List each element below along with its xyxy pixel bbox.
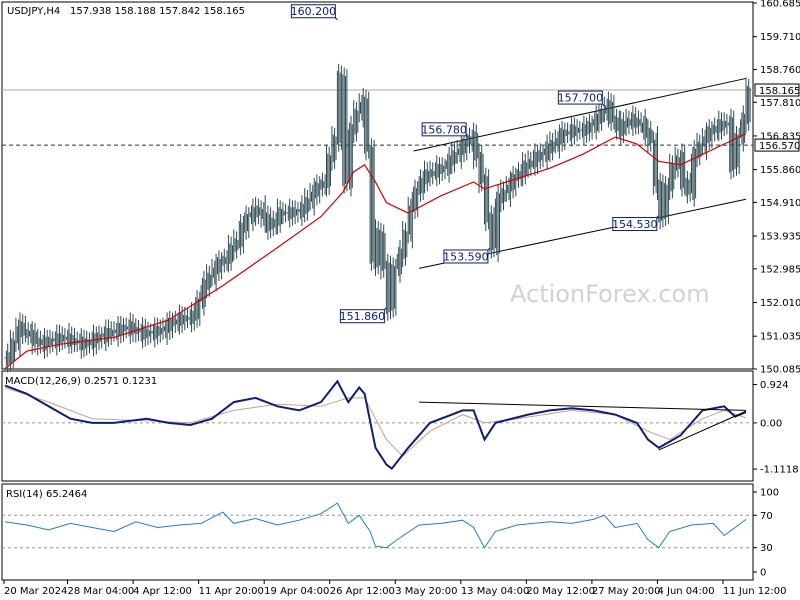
- rsi-tick-label: 0: [760, 568, 766, 579]
- annotation-leader: [335, 17, 338, 21]
- annotation-leader: [384, 307, 387, 311]
- x-tick-label: 11 Jun 12:00: [723, 586, 787, 597]
- watermark: ActionForex.com: [510, 280, 710, 308]
- macd-panel-frame: [1, 370, 754, 482]
- price-tick-label: 151.035: [760, 332, 800, 343]
- x-tick-label: 20 Mar 2024: [4, 586, 67, 597]
- x-tick-label: 27 May 20:00: [592, 586, 661, 597]
- price-layer: 160.200 157.700 156.780 154.530 153.590 151.8…: [2, 4, 753, 373]
- rsi-tick-label: 30: [760, 543, 773, 554]
- current-price-tag-box: [754, 83, 800, 97]
- annotation-label: 156.780: [421, 123, 467, 136]
- annotation-box: [557, 90, 603, 105]
- annotation-label: 151.860: [340, 310, 386, 323]
- x-tick-label: 28 Mar 04:00: [68, 586, 135, 597]
- ref-level-tag-label: 156.570: [759, 141, 800, 152]
- annotation-box: [443, 249, 489, 264]
- current-price-tag-label: 158.165: [759, 86, 800, 97]
- macd-tick-label: -1.1118: [760, 465, 799, 476]
- ohlc-label: 157.938 158.188 157.842 158.165: [70, 6, 245, 17]
- macd-label: MACD(12,26,9) 0.2571 0.1231: [5, 376, 157, 387]
- x-tick-label: 3 May 20:00: [395, 586, 457, 597]
- ref-level-tag: 156.570: [754, 138, 800, 152]
- rsi-layer: [2, 502, 753, 549]
- macd-tick-label: 0.00: [760, 418, 782, 429]
- annotation-leader: [487, 247, 491, 251]
- price-annotation: 156.780: [421, 122, 469, 139]
- macd-layer: [2, 379, 753, 470]
- annotation-leader: [465, 135, 469, 139]
- annotation-label: 160.200: [291, 5, 337, 18]
- price-tick-label: 159.710: [760, 32, 800, 43]
- macd-trendline-upper: [419, 401, 747, 411]
- price-tick-label: 153.935: [760, 232, 800, 243]
- x-tick-label: 19 Apr 04:00: [264, 586, 329, 597]
- rsi-label: RSI(14) 65.2464: [6, 489, 87, 500]
- annotation-box: [421, 122, 467, 137]
- rsi-tick-label: 70: [760, 511, 773, 522]
- price-tick-label: 158.760: [760, 65, 800, 76]
- annotation-box: [290, 4, 336, 19]
- x-tick-label: 13 May 04:00: [461, 586, 530, 597]
- rsi-tick-label: 100: [760, 488, 779, 499]
- price-tick-label: 157.810: [760, 98, 800, 109]
- price-annotation: 151.860: [339, 307, 387, 324]
- annotation-label: 153.590: [443, 250, 489, 263]
- price-annotation: 153.590: [443, 247, 491, 264]
- price-tick-label: 160.685: [760, 0, 800, 10]
- x-tick-label: 20 May 12:00: [526, 586, 595, 597]
- price-tick-label: 150.085: [760, 365, 800, 376]
- price-tick-label: 154.910: [760, 198, 800, 209]
- x-tick-label: 4 Jun 04:00: [657, 586, 714, 597]
- ref-level-tag-box: [754, 138, 800, 152]
- axis-layer: 160.685 159.710 158.760 157.810 156.835 155.8…: [3, 0, 800, 597]
- moving-average-line: [4, 133, 747, 369]
- x-tick-label: 11 Apr 20:00: [199, 586, 264, 597]
- macd-line: [4, 379, 747, 470]
- annotation-label: 154.530: [612, 218, 658, 231]
- price-annotation: 160.200: [290, 4, 338, 21]
- macd-trendline-lower: [658, 410, 747, 451]
- x-tick-label: 4 Apr 12:00: [133, 586, 192, 597]
- annotation-box: [339, 309, 385, 324]
- price-annotation: 154.530: [612, 215, 660, 232]
- price-tick-label: 152.985: [760, 264, 800, 275]
- rsi-line: [4, 502, 747, 549]
- price-annotation: 157.700: [557, 90, 605, 107]
- annotation-leader: [656, 215, 660, 218]
- annotation-label: 157.700: [558, 92, 604, 105]
- rsi-panel-frame: [1, 483, 754, 581]
- macd-tick-label: 0.924: [760, 380, 789, 391]
- x-tick-label: 26 Apr 12:00: [330, 586, 395, 597]
- annotation-box: [612, 217, 658, 232]
- symbol-label: USDJPY,H4: [7, 6, 60, 17]
- annotation-leader: [601, 103, 605, 107]
- price-panel-frame: [1, 1, 754, 370]
- price-tick-label: 152.010: [760, 298, 800, 309]
- current-price-tag: 158.165: [754, 83, 800, 97]
- price-tick-label: 156.835: [760, 131, 800, 142]
- price-tick-label: 155.860: [760, 165, 800, 176]
